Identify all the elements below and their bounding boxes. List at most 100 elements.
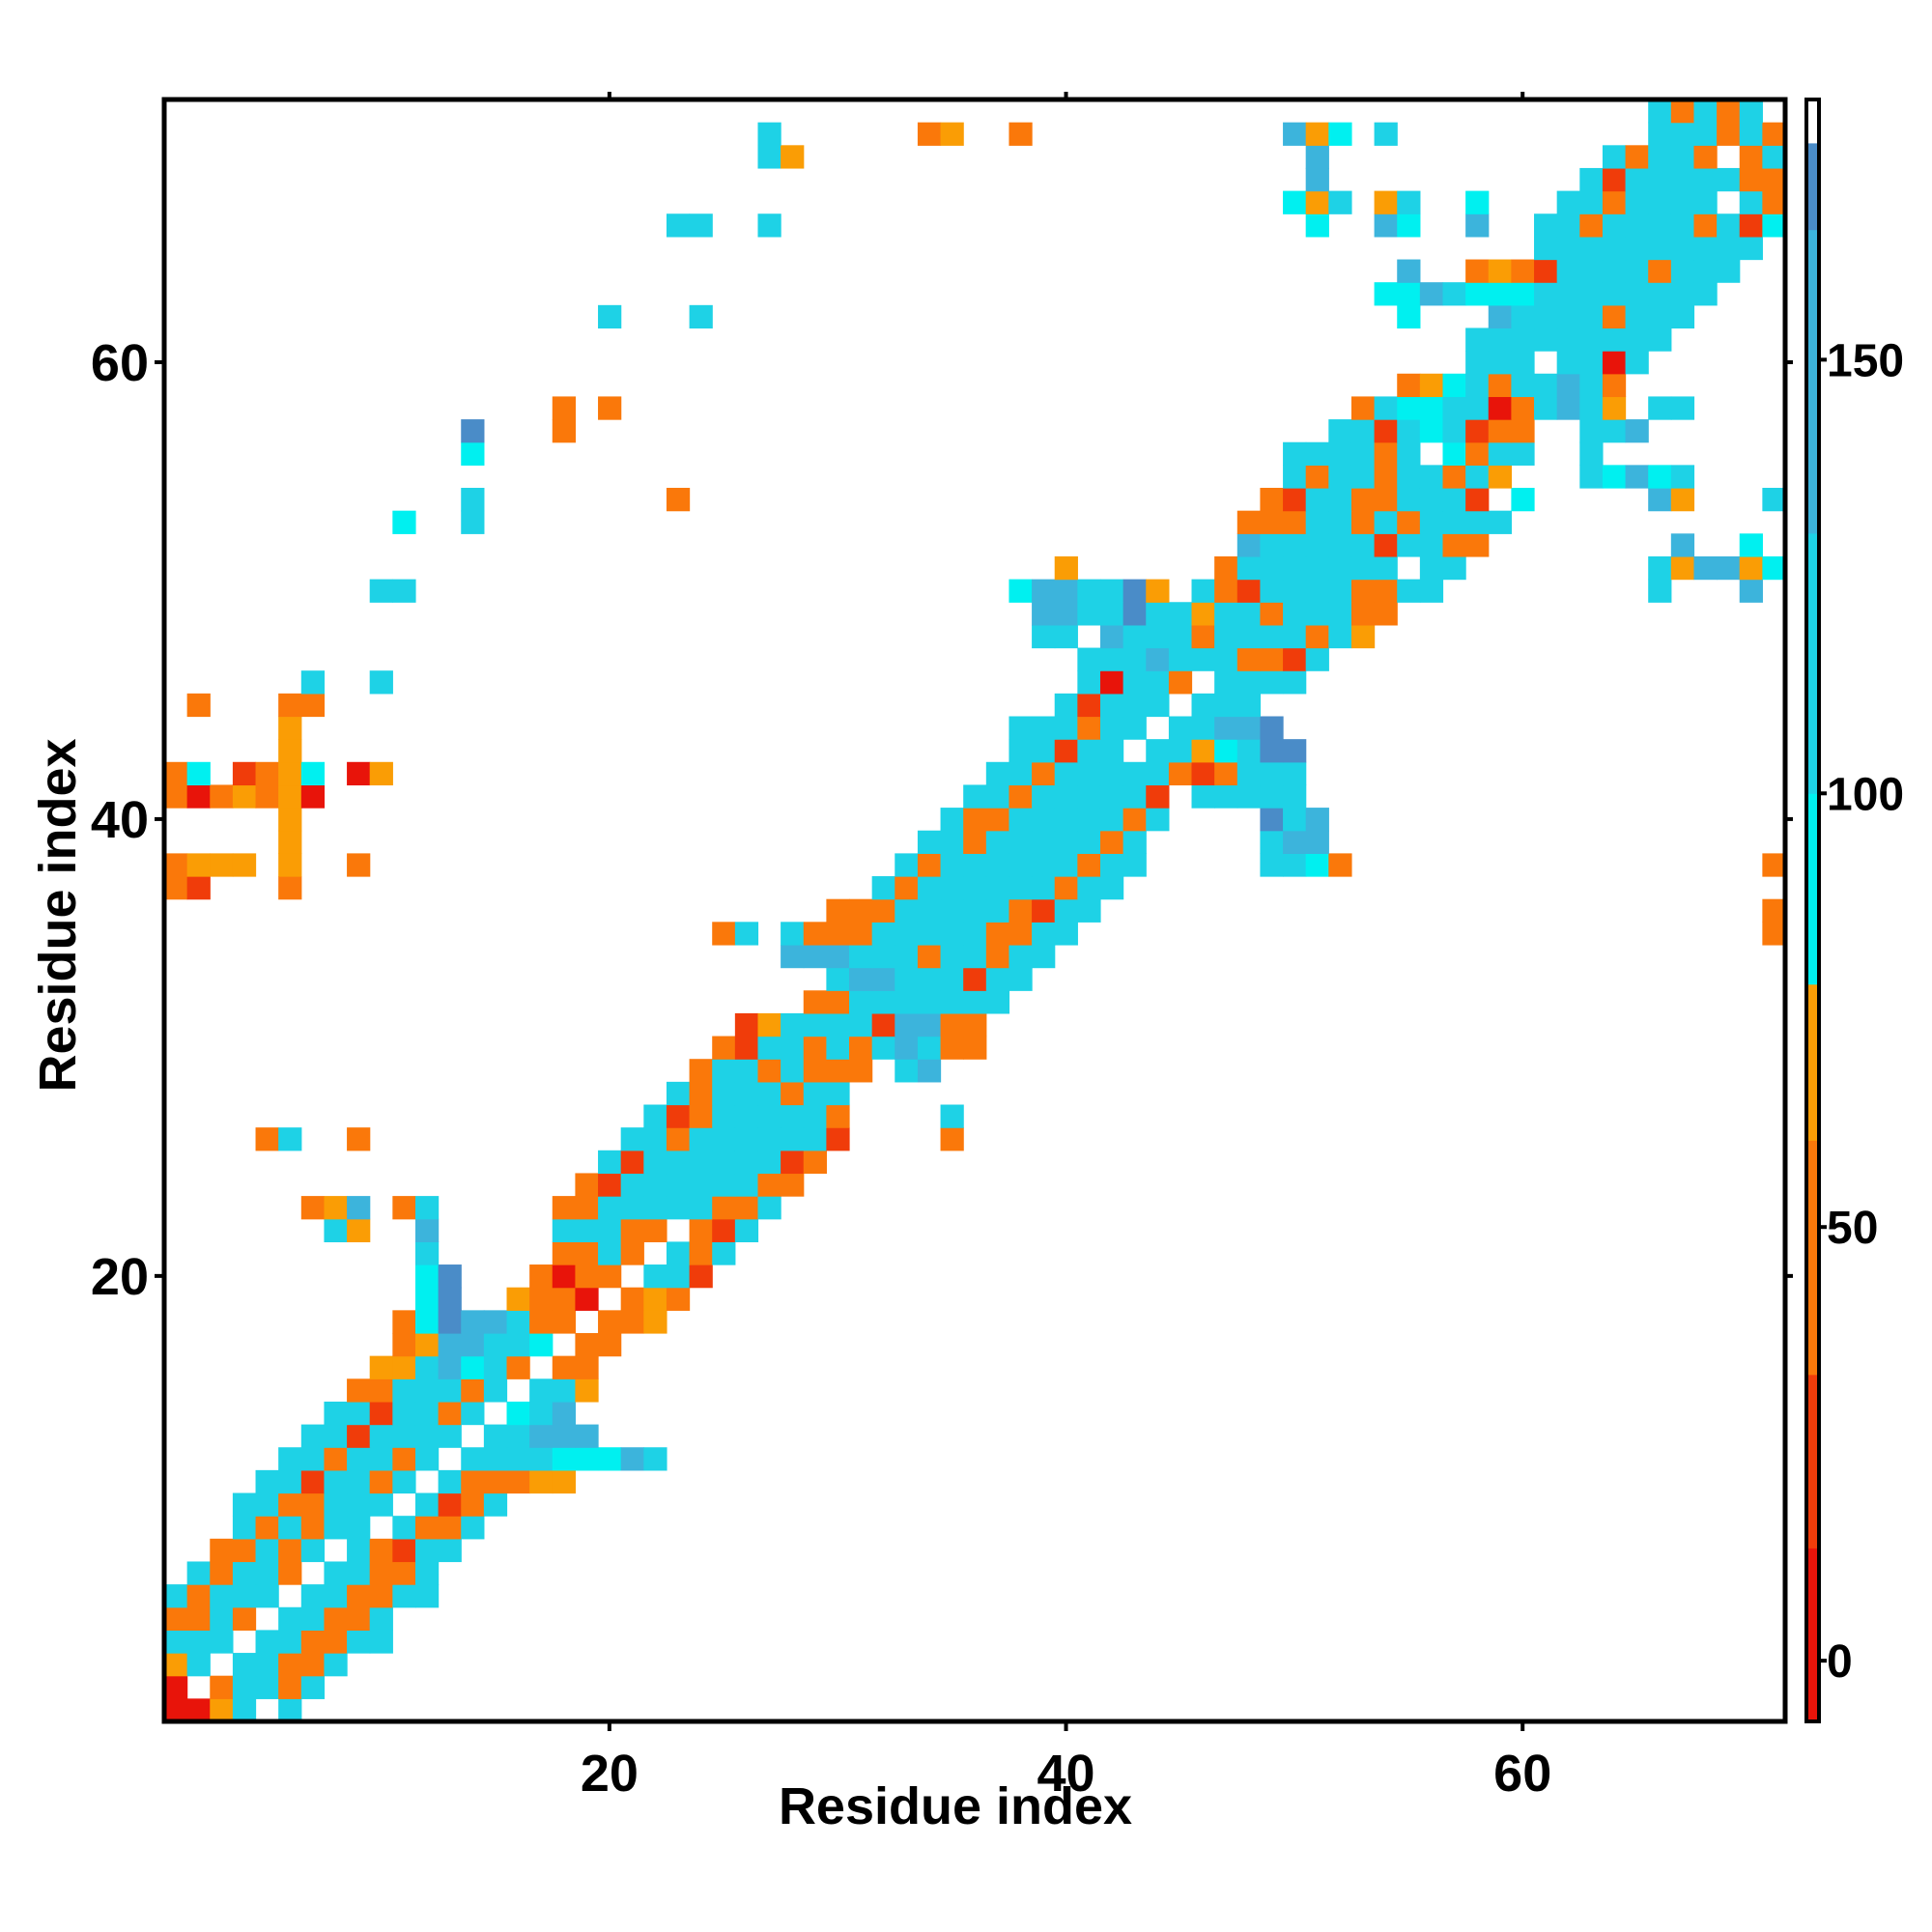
heatmap-cell (300, 670, 326, 695)
heatmap-cell (438, 1401, 462, 1426)
heatmap-cell (552, 1401, 576, 1426)
heatmap-cell (985, 853, 1010, 877)
heatmap-cell (1648, 213, 1672, 238)
heatmap-cell (1283, 602, 1307, 626)
heatmap-cell (985, 898, 1010, 923)
heatmap-cell (529, 1332, 554, 1357)
heatmap-cell (1032, 830, 1056, 854)
heatmap-cell (1511, 327, 1535, 352)
heatmap-cell (369, 1492, 393, 1517)
heatmap-cell (1511, 304, 1535, 329)
heatmap-cell (255, 784, 279, 809)
heatmap-cell (529, 1378, 554, 1403)
heatmap-cell (1099, 808, 1124, 832)
heatmap-cell (1374, 282, 1398, 306)
heatmap-cell (757, 1059, 781, 1083)
heatmap-cell (1122, 602, 1147, 626)
heatmap-cell (940, 853, 964, 877)
heatmap-cell (917, 990, 942, 1014)
heatmap-cell (1146, 647, 1170, 671)
heatmap-cell (1077, 830, 1101, 854)
heatmap-cell (232, 853, 257, 877)
heatmap-cell (1099, 602, 1124, 626)
heatmap-cell (1579, 236, 1604, 261)
heatmap-cell (1305, 533, 1329, 557)
heatmap-cell (1762, 853, 1786, 877)
heatmap-cell (803, 1081, 827, 1106)
heatmap-cell (1739, 213, 1763, 238)
heatmap-cell (734, 1173, 759, 1197)
heatmap-cell (803, 1036, 827, 1060)
heatmap-cell (186, 1698, 211, 1722)
heatmap-cell (392, 1355, 416, 1379)
heatmap-cell (620, 1173, 644, 1197)
heatmap-cell (1077, 876, 1101, 900)
heatmap-cell (1283, 122, 1307, 146)
heatmap-cell (575, 1287, 599, 1311)
heatmap-cell (1054, 555, 1078, 581)
heatmap-cell (1488, 327, 1512, 352)
heatmap-cell (1122, 647, 1147, 671)
heatmap-cell (186, 1630, 211, 1654)
heatmap-cell (1374, 579, 1398, 603)
heatmap-cell (1488, 396, 1512, 420)
colorbar-band (1806, 99, 1819, 144)
heatmap-cell (1032, 808, 1056, 832)
heatmap-cell (598, 304, 622, 329)
heatmap-cell (963, 1036, 987, 1060)
heatmap-cell (1419, 555, 1444, 581)
heatmap-cell (1350, 579, 1376, 603)
heatmap-cell (781, 1036, 805, 1060)
heatmap-cell (689, 1196, 713, 1220)
heatmap-cell (232, 1584, 257, 1608)
heatmap-cell (483, 1447, 508, 1471)
colorbar-tick-label: 100 (1827, 769, 1904, 820)
heatmap-cell (1625, 213, 1649, 238)
heatmap-cell (734, 1059, 759, 1083)
heatmap-cell (1465, 259, 1490, 283)
heatmap-cell (985, 922, 1010, 946)
heatmap-cell (483, 1310, 508, 1334)
heatmap-cell (781, 1127, 805, 1151)
heatmap-cell (666, 1241, 691, 1265)
heatmap-cell (1488, 304, 1512, 329)
heatmap-cell (1032, 876, 1056, 900)
heatmap-cell (1283, 624, 1307, 649)
heatmap-cell (1648, 259, 1672, 283)
heatmap-cell (620, 1241, 644, 1265)
heatmap-cell (895, 1036, 919, 1060)
heatmap-cell (347, 1378, 371, 1403)
heatmap-cell (1305, 579, 1329, 603)
heatmap-cell (255, 1516, 279, 1540)
heatmap-cell (1077, 670, 1101, 695)
heatmap-cell (1099, 830, 1124, 854)
heatmap-cell (1670, 236, 1695, 261)
heatmap-cell (666, 1173, 691, 1197)
heatmap-cell (1305, 465, 1329, 489)
heatmap-cell (734, 922, 759, 946)
heatmap-cell (483, 1424, 508, 1448)
heatmap-cell (1625, 236, 1649, 261)
heatmap-cell (643, 1104, 668, 1128)
heatmap-cell (1670, 304, 1695, 329)
heatmap-cell (324, 1424, 348, 1448)
heatmap-cell (1236, 647, 1262, 671)
heatmap-cell (278, 1561, 302, 1585)
heatmap-cell (1488, 510, 1512, 534)
heatmap-cell (1602, 213, 1627, 238)
heatmap-cell (461, 1355, 485, 1379)
heatmap-cell (1305, 602, 1329, 626)
heatmap-cell (1191, 739, 1215, 763)
heatmap-cell (963, 853, 987, 877)
heatmap-cell (826, 1104, 850, 1128)
heatmap-cell (1693, 145, 1718, 169)
heatmap-cell (1419, 465, 1444, 489)
heatmap-cell (1739, 579, 1763, 603)
heatmap-cell (985, 761, 1010, 786)
heatmap-cell (1032, 716, 1056, 740)
heatmap-cell (712, 1059, 736, 1083)
heatmap-cell (757, 145, 781, 169)
heatmap-cell (324, 1561, 348, 1585)
heatmap-cell (1465, 396, 1490, 420)
heatmap-cell (1032, 579, 1056, 603)
